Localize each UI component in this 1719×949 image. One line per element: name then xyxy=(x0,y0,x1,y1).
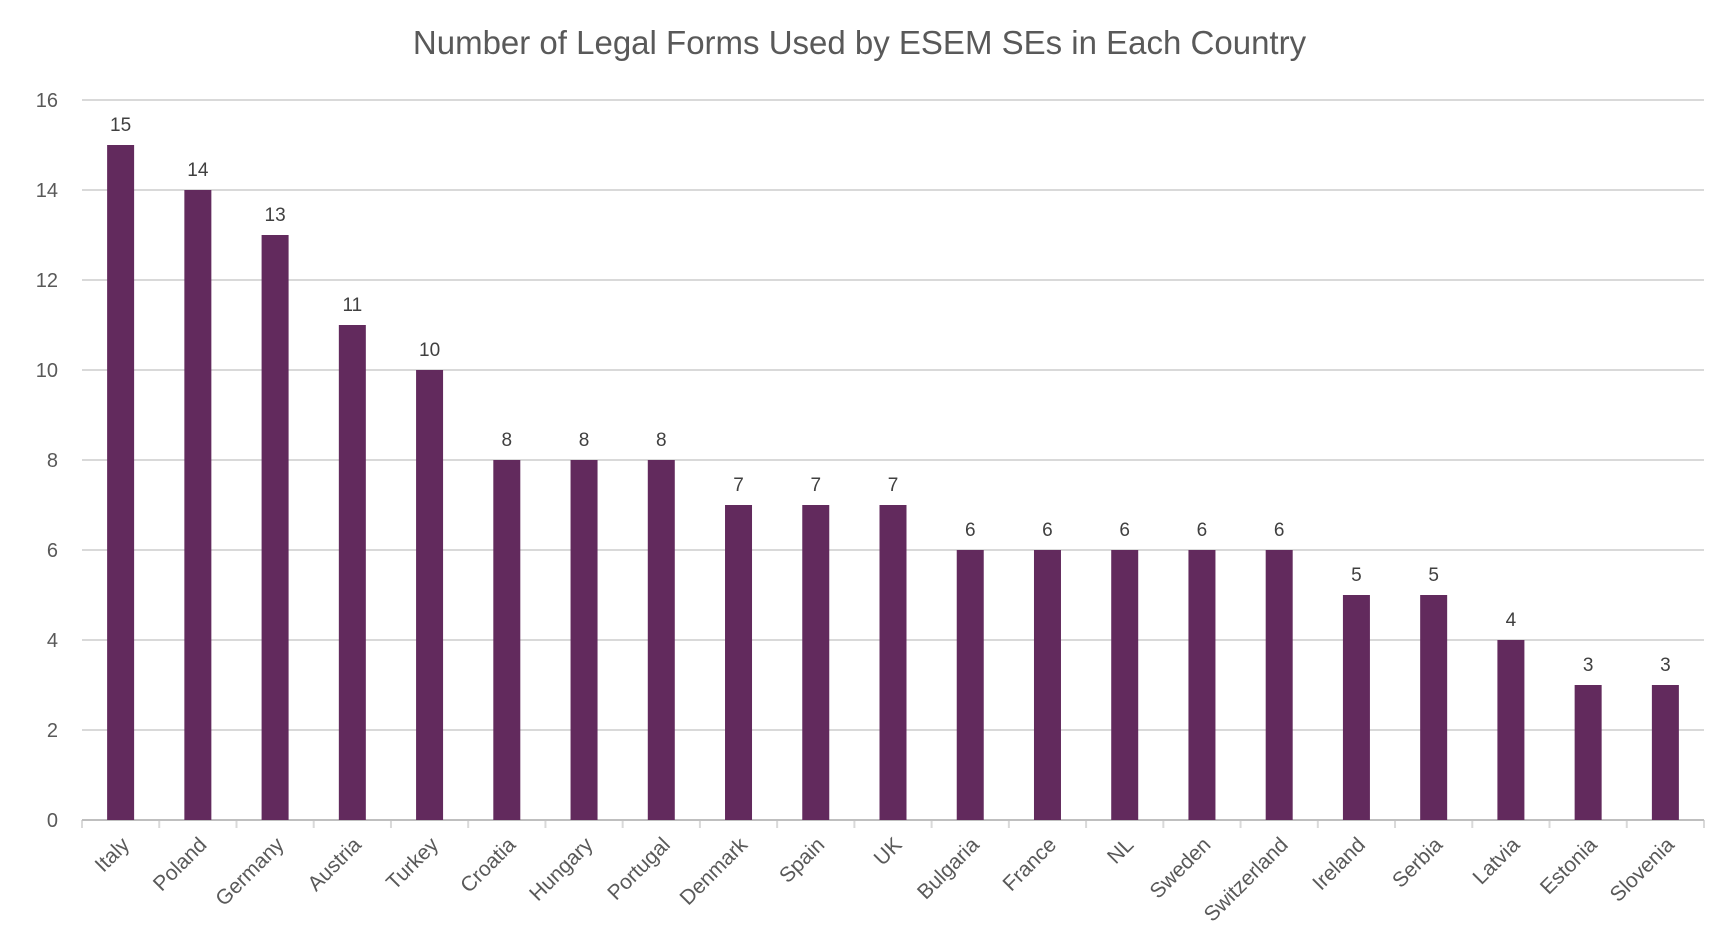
data-label: 5 xyxy=(1351,565,1362,586)
data-label: 6 xyxy=(1119,520,1130,541)
x-tick-label: Spain xyxy=(775,833,829,887)
data-label: 6 xyxy=(1274,520,1285,541)
data-label: 15 xyxy=(110,115,131,136)
x-tick-label: Poland xyxy=(149,833,212,896)
bar xyxy=(879,505,907,820)
data-label: 8 xyxy=(656,430,667,451)
x-tick-label: Switzerland xyxy=(1200,833,1293,926)
x-tick-label: Estonia xyxy=(1536,833,1602,899)
y-tick-label: 4 xyxy=(47,630,58,652)
data-label: 8 xyxy=(502,430,513,451)
bars xyxy=(107,145,1679,820)
x-tick-label: Slovenia xyxy=(1606,833,1679,906)
data-label: 13 xyxy=(265,205,286,226)
bar xyxy=(1033,550,1061,820)
x-tick-label: Turkey xyxy=(382,833,443,894)
data-label: 6 xyxy=(965,520,976,541)
bar xyxy=(493,460,521,820)
y-tick-label: 2 xyxy=(47,720,58,742)
x-tick-label: Hungary xyxy=(525,833,598,906)
y-tick-label: 10 xyxy=(36,360,58,382)
x-tick-label: Latvia xyxy=(1469,833,1525,889)
y-tick-label: 16 xyxy=(36,90,58,112)
data-label: 7 xyxy=(888,475,899,496)
x-axis: Italy Poland Germany Austria Turkey Croatia Hu… xyxy=(91,833,1679,926)
data-label: 7 xyxy=(810,475,821,496)
data-label: 8 xyxy=(579,430,590,451)
bar xyxy=(1265,550,1293,820)
bar xyxy=(1342,595,1370,820)
bar xyxy=(107,145,135,820)
data-label: 11 xyxy=(342,295,362,316)
x-tick-label: UK xyxy=(870,833,907,870)
bar xyxy=(1188,550,1216,820)
data-label: 6 xyxy=(1197,520,1208,541)
x-tick-label: Bulgaria xyxy=(913,833,984,904)
bar xyxy=(1111,550,1139,820)
bar xyxy=(647,460,675,820)
bar xyxy=(570,460,598,820)
x-tick-label: NL xyxy=(1103,833,1138,868)
x-tick-label: Denmark xyxy=(676,833,753,910)
bar xyxy=(184,190,212,820)
data-label: 3 xyxy=(1583,655,1594,676)
bar xyxy=(1651,685,1679,820)
y-tick-label: 8 xyxy=(47,450,58,472)
x-tick-label: France xyxy=(999,833,1061,895)
x-tick-label: Croatia xyxy=(456,833,520,897)
bar xyxy=(725,505,753,820)
bar xyxy=(1497,640,1525,820)
x-tick-label: Austria xyxy=(303,833,366,896)
data-label: 10 xyxy=(419,340,440,361)
y-tick-label: 12 xyxy=(36,270,58,292)
y-tick-label: 6 xyxy=(47,540,58,562)
data-label: 3 xyxy=(1660,655,1671,676)
data-labels: 15 14 13 11 10 8 8 8 7 7 7 6 6 6 6 6 5 5 4 3 3 xyxy=(110,115,1671,676)
x-tick-label: Serbia xyxy=(1388,833,1447,892)
bar xyxy=(416,370,444,820)
data-label: 5 xyxy=(1428,565,1439,586)
y-tick-label: 0 xyxy=(47,810,58,832)
x-tick-label: Sweden xyxy=(1146,833,1216,903)
data-label: 7 xyxy=(733,475,744,496)
y-tick-label: 14 xyxy=(36,180,58,202)
bar xyxy=(338,325,366,820)
bar xyxy=(1420,595,1448,820)
x-tick-label: Italy xyxy=(91,833,135,877)
data-label: 6 xyxy=(1042,520,1053,541)
x-tick-label: Ireland xyxy=(1308,833,1370,895)
y-axis: 0 2 4 6 8 10 12 14 16 xyxy=(36,90,58,832)
x-tick-label: Portugal xyxy=(603,833,675,905)
chart-title: Number of Legal Forms Used by ESEM SEs i… xyxy=(412,24,1307,61)
bar xyxy=(956,550,984,820)
data-label: 4 xyxy=(1506,610,1517,631)
x-tick-label: Germany xyxy=(211,833,289,911)
data-label: 14 xyxy=(187,160,209,181)
bar xyxy=(1574,685,1602,820)
bar xyxy=(802,505,830,820)
bar xyxy=(261,235,289,820)
